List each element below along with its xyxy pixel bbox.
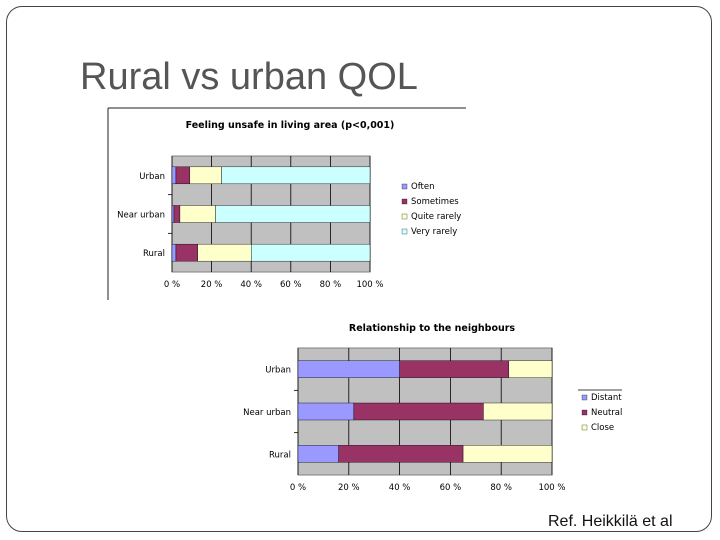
x-tick-label: 60 %: [440, 483, 462, 493]
x-tick-label: 40 %: [389, 483, 411, 493]
category-label: Rural: [143, 249, 165, 259]
legend-swatch: [581, 409, 588, 416]
legend-swatch: [581, 424, 588, 431]
legend-label: Sometimes: [411, 197, 459, 207]
bar-segment: [508, 360, 553, 378]
bar-segment: [353, 402, 484, 421]
x-tick-label: 20 %: [338, 483, 360, 493]
legend-label: Very rarely: [411, 227, 457, 237]
legend-swatch: [581, 394, 588, 401]
category-label: Near urban: [243, 408, 291, 418]
legend-label: Often: [411, 182, 434, 192]
x-tick-label: 0 %: [290, 483, 306, 493]
x-tick-label: 80 %: [490, 483, 512, 493]
legend-swatch: [401, 183, 408, 190]
x-tick-label: 20 %: [201, 280, 223, 290]
legend-label: Distant: [591, 393, 622, 403]
bar-segment: [338, 445, 464, 463]
slide-title: Rural vs urban QOL: [80, 56, 418, 98]
legend-swatch: [401, 198, 408, 205]
bar-segment: [297, 402, 355, 421]
legend-swatch: [401, 228, 408, 235]
x-tick-label: 80 %: [320, 280, 342, 290]
x-tick-label: 100 %: [538, 483, 565, 493]
bar-segment: [215, 205, 371, 223]
category-label: Urban: [265, 366, 291, 376]
chart-title: Feeling unsafe in living area (p<0,001): [186, 120, 395, 131]
reference-note: Ref. Heikkilä et al: [548, 513, 673, 530]
bar-segment: [462, 445, 553, 463]
category-label: Near urban: [117, 211, 165, 221]
bar-segment: [399, 360, 510, 378]
legend-swatch: [401, 213, 408, 220]
bar-segment: [221, 166, 371, 185]
bar-segment: [250, 243, 371, 262]
legend-label: Quite rarely: [411, 212, 461, 222]
legend-label: Neutral: [591, 408, 622, 418]
legend-label: Close: [591, 423, 614, 433]
bar-segment: [483, 402, 553, 421]
x-tick-label: 100 %: [356, 280, 383, 290]
bar-segment: [297, 445, 339, 463]
category-label: Rural: [269, 450, 291, 460]
x-tick-label: 40 %: [240, 280, 262, 290]
chart-title: Relationship to the neighbours: [349, 323, 516, 334]
bar-segment: [297, 360, 400, 378]
category-label: Urban: [139, 172, 165, 182]
x-tick-label: 60 %: [280, 280, 302, 290]
x-tick-label: 0 %: [164, 280, 180, 290]
